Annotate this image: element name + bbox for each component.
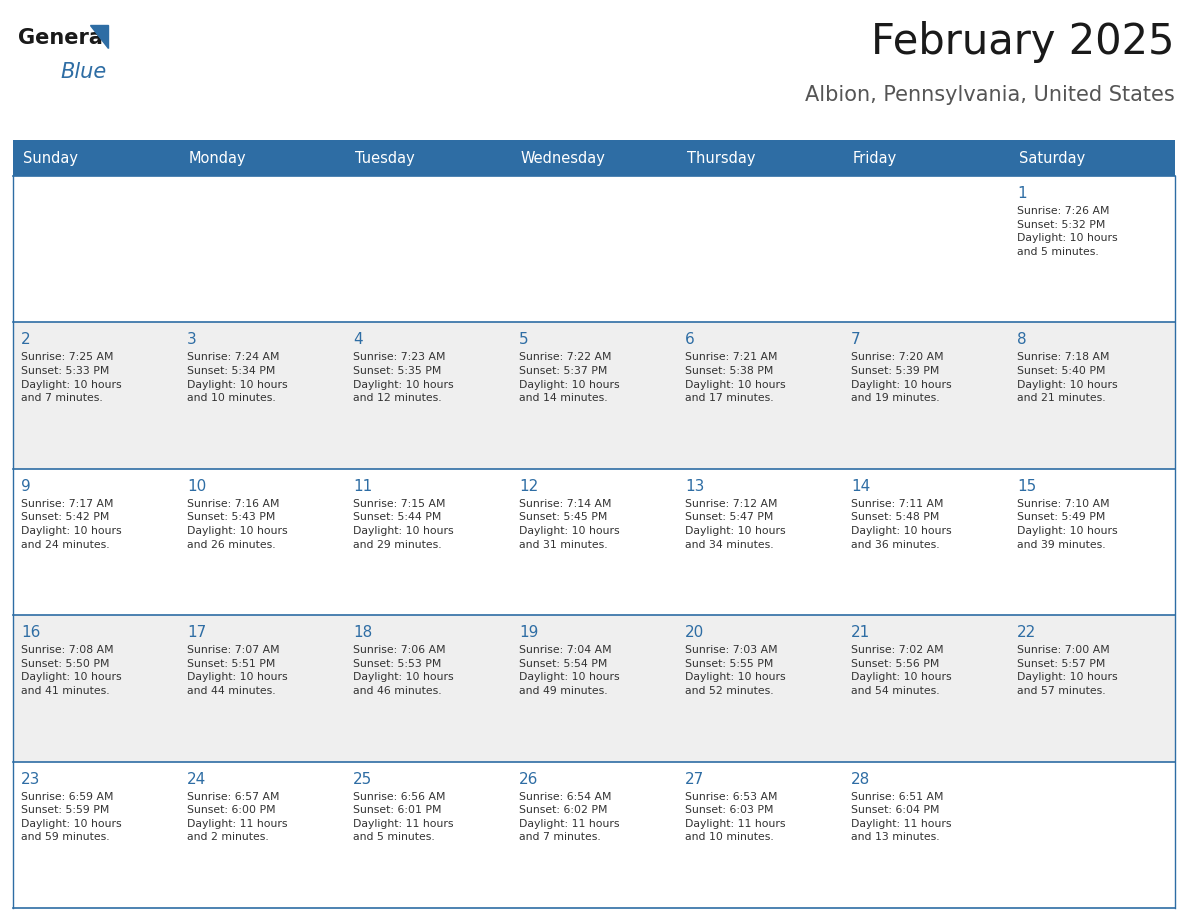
Text: 18: 18 xyxy=(353,625,372,640)
Text: 28: 28 xyxy=(851,772,871,787)
Text: Sunrise: 7:10 AM
Sunset: 5:49 PM
Daylight: 10 hours
and 39 minutes.: Sunrise: 7:10 AM Sunset: 5:49 PM Dayligh… xyxy=(1017,498,1118,550)
Text: Sunrise: 7:25 AM
Sunset: 5:33 PM
Daylight: 10 hours
and 7 minutes.: Sunrise: 7:25 AM Sunset: 5:33 PM Dayligh… xyxy=(21,353,121,403)
Text: 4: 4 xyxy=(353,332,362,347)
Text: 11: 11 xyxy=(353,479,372,494)
Text: Thursday: Thursday xyxy=(687,151,756,165)
Text: 12: 12 xyxy=(519,479,538,494)
Text: 14: 14 xyxy=(851,479,871,494)
Text: 5: 5 xyxy=(519,332,529,347)
Text: 3: 3 xyxy=(187,332,197,347)
Text: Sunday: Sunday xyxy=(23,151,78,165)
Text: 25: 25 xyxy=(353,772,372,787)
Text: Friday: Friday xyxy=(853,151,897,165)
Text: 24: 24 xyxy=(187,772,207,787)
Text: Sunrise: 7:22 AM
Sunset: 5:37 PM
Daylight: 10 hours
and 14 minutes.: Sunrise: 7:22 AM Sunset: 5:37 PM Dayligh… xyxy=(519,353,620,403)
Text: 9: 9 xyxy=(21,479,31,494)
Text: 2: 2 xyxy=(21,332,31,347)
Text: Sunrise: 7:20 AM
Sunset: 5:39 PM
Daylight: 10 hours
and 19 minutes.: Sunrise: 7:20 AM Sunset: 5:39 PM Dayligh… xyxy=(851,353,952,403)
Text: Sunrise: 7:15 AM
Sunset: 5:44 PM
Daylight: 10 hours
and 29 minutes.: Sunrise: 7:15 AM Sunset: 5:44 PM Dayligh… xyxy=(353,498,454,550)
Text: Sunrise: 7:04 AM
Sunset: 5:54 PM
Daylight: 10 hours
and 49 minutes.: Sunrise: 7:04 AM Sunset: 5:54 PM Dayligh… xyxy=(519,645,620,696)
Text: Sunrise: 7:17 AM
Sunset: 5:42 PM
Daylight: 10 hours
and 24 minutes.: Sunrise: 7:17 AM Sunset: 5:42 PM Dayligh… xyxy=(21,498,121,550)
Text: Sunrise: 7:14 AM
Sunset: 5:45 PM
Daylight: 10 hours
and 31 minutes.: Sunrise: 7:14 AM Sunset: 5:45 PM Dayligh… xyxy=(519,498,620,550)
Text: Blue: Blue xyxy=(61,62,106,82)
Text: 20: 20 xyxy=(685,625,704,640)
Text: 13: 13 xyxy=(685,479,704,494)
Text: 27: 27 xyxy=(685,772,704,787)
Text: Sunrise: 7:21 AM
Sunset: 5:38 PM
Daylight: 10 hours
and 17 minutes.: Sunrise: 7:21 AM Sunset: 5:38 PM Dayligh… xyxy=(685,353,785,403)
Text: 15: 15 xyxy=(1017,479,1036,494)
Text: 17: 17 xyxy=(187,625,207,640)
Bar xyxy=(13,762,1175,908)
Text: Sunrise: 6:57 AM
Sunset: 6:00 PM
Daylight: 11 hours
and 2 minutes.: Sunrise: 6:57 AM Sunset: 6:00 PM Dayligh… xyxy=(187,791,287,843)
Text: 26: 26 xyxy=(519,772,538,787)
Text: Wednesday: Wednesday xyxy=(522,151,606,165)
Text: Sunrise: 7:06 AM
Sunset: 5:53 PM
Daylight: 10 hours
and 46 minutes.: Sunrise: 7:06 AM Sunset: 5:53 PM Dayligh… xyxy=(353,645,454,696)
Text: 22: 22 xyxy=(1017,625,1036,640)
Bar xyxy=(13,176,1175,322)
Text: 19: 19 xyxy=(519,625,538,640)
Bar xyxy=(13,469,1175,615)
Bar xyxy=(13,615,1175,762)
Text: Sunrise: 7:03 AM
Sunset: 5:55 PM
Daylight: 10 hours
and 52 minutes.: Sunrise: 7:03 AM Sunset: 5:55 PM Dayligh… xyxy=(685,645,785,696)
Text: Sunrise: 7:24 AM
Sunset: 5:34 PM
Daylight: 10 hours
and 10 minutes.: Sunrise: 7:24 AM Sunset: 5:34 PM Dayligh… xyxy=(187,353,287,403)
Text: General: General xyxy=(18,28,110,48)
Text: Tuesday: Tuesday xyxy=(355,151,415,165)
Text: Sunrise: 7:23 AM
Sunset: 5:35 PM
Daylight: 10 hours
and 12 minutes.: Sunrise: 7:23 AM Sunset: 5:35 PM Dayligh… xyxy=(353,353,454,403)
Text: 7: 7 xyxy=(851,332,860,347)
Text: Albion, Pennsylvania, United States: Albion, Pennsylvania, United States xyxy=(805,85,1175,105)
Polygon shape xyxy=(90,25,108,48)
Text: 16: 16 xyxy=(21,625,40,640)
Text: Monday: Monday xyxy=(189,151,247,165)
Text: Saturday: Saturday xyxy=(1019,151,1086,165)
Text: Sunrise: 6:51 AM
Sunset: 6:04 PM
Daylight: 11 hours
and 13 minutes.: Sunrise: 6:51 AM Sunset: 6:04 PM Dayligh… xyxy=(851,791,952,843)
Text: Sunrise: 7:00 AM
Sunset: 5:57 PM
Daylight: 10 hours
and 57 minutes.: Sunrise: 7:00 AM Sunset: 5:57 PM Dayligh… xyxy=(1017,645,1118,696)
Text: February 2025: February 2025 xyxy=(872,21,1175,63)
Bar xyxy=(13,322,1175,469)
Text: 10: 10 xyxy=(187,479,207,494)
Text: Sunrise: 7:16 AM
Sunset: 5:43 PM
Daylight: 10 hours
and 26 minutes.: Sunrise: 7:16 AM Sunset: 5:43 PM Dayligh… xyxy=(187,498,287,550)
Text: Sunrise: 7:12 AM
Sunset: 5:47 PM
Daylight: 10 hours
and 34 minutes.: Sunrise: 7:12 AM Sunset: 5:47 PM Dayligh… xyxy=(685,498,785,550)
Text: Sunrise: 6:53 AM
Sunset: 6:03 PM
Daylight: 11 hours
and 10 minutes.: Sunrise: 6:53 AM Sunset: 6:03 PM Dayligh… xyxy=(685,791,785,843)
Text: Sunrise: 6:59 AM
Sunset: 5:59 PM
Daylight: 10 hours
and 59 minutes.: Sunrise: 6:59 AM Sunset: 5:59 PM Dayligh… xyxy=(21,791,121,843)
Text: Sunrise: 7:08 AM
Sunset: 5:50 PM
Daylight: 10 hours
and 41 minutes.: Sunrise: 7:08 AM Sunset: 5:50 PM Dayligh… xyxy=(21,645,121,696)
Text: 1: 1 xyxy=(1017,186,1026,201)
Text: Sunrise: 7:07 AM
Sunset: 5:51 PM
Daylight: 10 hours
and 44 minutes.: Sunrise: 7:07 AM Sunset: 5:51 PM Dayligh… xyxy=(187,645,287,696)
Text: Sunrise: 6:54 AM
Sunset: 6:02 PM
Daylight: 11 hours
and 7 minutes.: Sunrise: 6:54 AM Sunset: 6:02 PM Dayligh… xyxy=(519,791,619,843)
Text: 6: 6 xyxy=(685,332,695,347)
Text: Sunrise: 7:11 AM
Sunset: 5:48 PM
Daylight: 10 hours
and 36 minutes.: Sunrise: 7:11 AM Sunset: 5:48 PM Dayligh… xyxy=(851,498,952,550)
Text: 21: 21 xyxy=(851,625,871,640)
Text: 8: 8 xyxy=(1017,332,1026,347)
Text: Sunrise: 7:18 AM
Sunset: 5:40 PM
Daylight: 10 hours
and 21 minutes.: Sunrise: 7:18 AM Sunset: 5:40 PM Dayligh… xyxy=(1017,353,1118,403)
Text: Sunrise: 6:56 AM
Sunset: 6:01 PM
Daylight: 11 hours
and 5 minutes.: Sunrise: 6:56 AM Sunset: 6:01 PM Dayligh… xyxy=(353,791,454,843)
Text: Sunrise: 7:26 AM
Sunset: 5:32 PM
Daylight: 10 hours
and 5 minutes.: Sunrise: 7:26 AM Sunset: 5:32 PM Dayligh… xyxy=(1017,206,1118,257)
Bar xyxy=(13,140,1175,176)
Text: Sunrise: 7:02 AM
Sunset: 5:56 PM
Daylight: 10 hours
and 54 minutes.: Sunrise: 7:02 AM Sunset: 5:56 PM Dayligh… xyxy=(851,645,952,696)
Text: 23: 23 xyxy=(21,772,40,787)
